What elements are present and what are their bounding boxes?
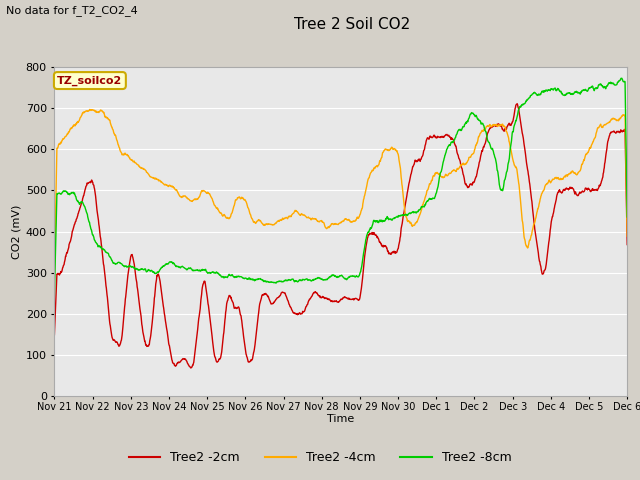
- Tree2 -8cm: [51, 292, 58, 298]
- Tree2 -2cm: [187, 365, 195, 371]
- X-axis label: Time: Time: [327, 414, 355, 424]
- Text: Tree 2 Soil CO2: Tree 2 Soil CO2: [294, 17, 410, 32]
- Tree2 -4cm: [51, 270, 58, 276]
- Tree2 -8cm: [310, 276, 317, 282]
- Tree2 -2cm: [623, 242, 631, 248]
- Tree2 -4cm: [623, 233, 631, 239]
- Tree2 -8cm: [153, 270, 161, 276]
- Line: Tree2 -8cm: Tree2 -8cm: [54, 78, 627, 295]
- Tree2 -4cm: [154, 177, 161, 182]
- Tree2 -8cm: [586, 85, 594, 91]
- Line: Tree2 -2cm: Tree2 -2cm: [54, 104, 627, 368]
- Tree2 -8cm: [618, 75, 626, 81]
- Text: No data for f_T2_CO2_4: No data for f_T2_CO2_4: [6, 5, 138, 16]
- Tree2 -8cm: [61, 188, 69, 194]
- Tree2 -2cm: [153, 273, 161, 278]
- Y-axis label: CO2 (mV): CO2 (mV): [12, 204, 22, 259]
- Tree2 -2cm: [61, 256, 69, 262]
- Tree2 -4cm: [344, 217, 351, 223]
- Tree2 -2cm: [445, 133, 453, 139]
- Tree2 -4cm: [445, 170, 453, 176]
- Tree2 -8cm: [445, 142, 453, 148]
- Tree2 -2cm: [587, 189, 595, 194]
- Tree2 -2cm: [51, 332, 58, 337]
- Tree2 -2cm: [344, 296, 351, 301]
- Tree2 -8cm: [623, 214, 631, 220]
- Tree2 -4cm: [61, 134, 69, 140]
- Tree2 -4cm: [310, 216, 317, 222]
- Line: Tree2 -4cm: Tree2 -4cm: [54, 109, 627, 273]
- Legend: Tree2 -2cm, Tree2 -4cm, Tree2 -8cm: Tree2 -2cm, Tree2 -4cm, Tree2 -8cm: [124, 446, 516, 469]
- Tree2 -8cm: [344, 276, 351, 282]
- Text: TZ_soilco2: TZ_soilco2: [57, 75, 122, 86]
- Tree2 -4cm: [86, 107, 93, 112]
- Tree2 -2cm: [513, 101, 521, 107]
- Tree2 -2cm: [310, 290, 317, 296]
- Tree2 -4cm: [587, 145, 595, 151]
